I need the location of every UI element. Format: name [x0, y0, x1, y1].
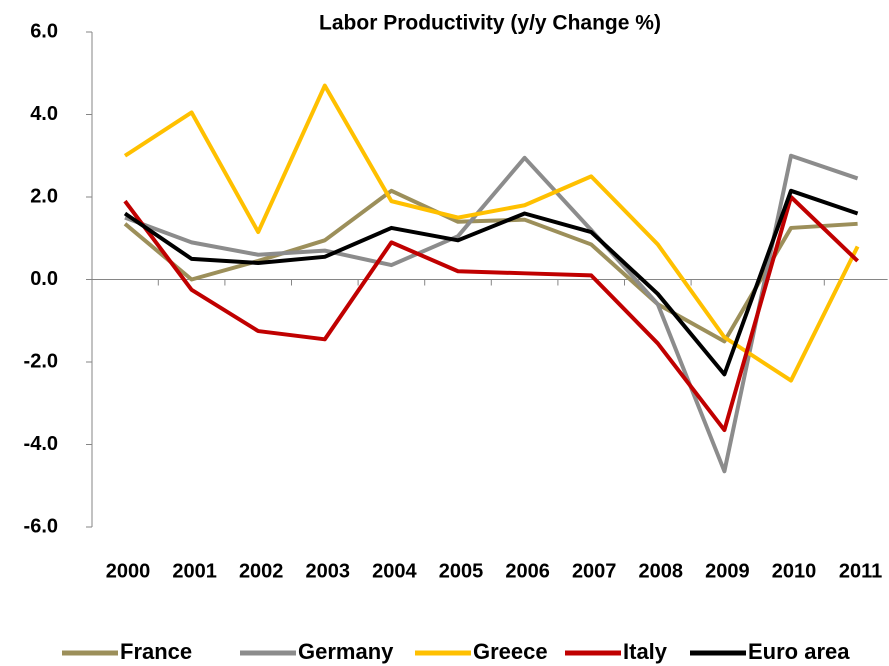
x-tick-label: 2008 [639, 560, 684, 582]
x-tick-label: 2011 [839, 560, 882, 582]
x-tick-label: 2002 [239, 560, 284, 582]
series-line [124, 153, 859, 474]
x-tick-label: 2009 [705, 560, 750, 582]
series-line [123, 195, 859, 433]
x-tick-label: 2003 [306, 560, 351, 582]
x-tick-label: 2006 [505, 560, 550, 582]
legend-label: Italy [623, 639, 668, 664]
y-tick-label: -2.0 [24, 350, 58, 372]
x-tick-label: 2005 [439, 560, 484, 582]
y-tick-label: 6.0 [30, 20, 58, 42]
legend-label: France [120, 639, 192, 664]
x-tick-label: 2007 [572, 560, 617, 582]
x-tick-label: 2004 [372, 560, 417, 582]
y-tick-label: 2.0 [30, 185, 58, 207]
x-tick-label: 2001 [172, 560, 217, 582]
legend-label: Euro area [748, 639, 850, 664]
x-tick-label: 2000 [106, 560, 151, 582]
chart-title: Labor Productivity (y/y Change %) [319, 12, 661, 35]
y-tick-label: -6.0 [24, 515, 58, 537]
legend-label: Greece [473, 639, 548, 664]
y-tick-label: 0.0 [30, 268, 58, 290]
y-tick-label: 4.0 [30, 103, 58, 125]
series-line [123, 83, 860, 383]
legend-label: Germany [298, 639, 394, 664]
x-tick-label: 2010 [772, 560, 817, 582]
y-tick-label: -4.0 [24, 433, 58, 455]
series-line [123, 188, 859, 377]
